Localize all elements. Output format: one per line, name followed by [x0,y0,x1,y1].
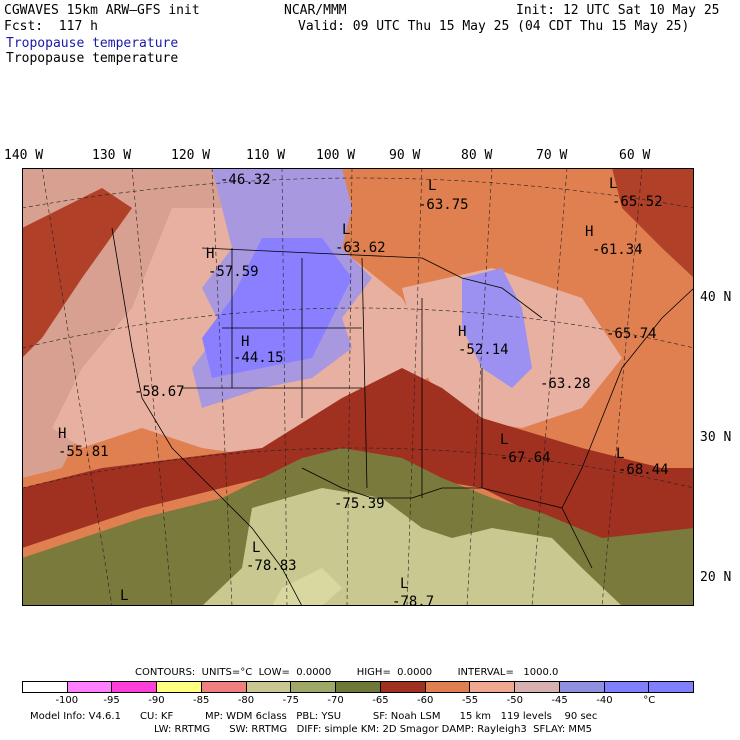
legend-label: -70 [327,695,344,706]
model-info-line2: LW: RRTMG SW: RRTMG DIFF: simple KM: 2D … [154,724,593,735]
legend-label: -55 [461,695,479,706]
legend-swatch [604,682,650,692]
lon-label: 110 W [246,148,286,163]
extremum-label: -75.39 [334,496,385,512]
legend-swatch [67,682,113,692]
legend-label: -90 [148,695,165,706]
boundaries [111,227,694,606]
extremum-label: -46.32 [220,172,271,188]
legend-label: -75 [282,695,299,706]
extremum-label: -63.28 [540,376,591,392]
legend-swatch [470,682,516,692]
legend-label: -85 [193,695,210,706]
legend-label: °C [643,695,656,706]
lon-label: 90 W [389,148,421,163]
extremum-label: -44.15 [233,350,284,366]
legend-label: -65 [372,695,389,706]
legend-swatch [649,682,694,692]
legend-label: -40 [596,695,613,706]
extremum-marker: L [609,176,617,192]
extremum-label: -67.64 [500,450,551,466]
extremum-marker: L [120,588,128,604]
extremum-marker: L [252,540,260,556]
legend-label: -50 [506,695,523,706]
legend-swatch [380,682,426,692]
extremum-label: -63.62 [335,240,386,256]
legend-swatch [425,682,471,692]
lon-label: 100 W [316,148,356,163]
extremum-marker: L [616,446,624,462]
legend-swatch [291,682,337,692]
org-label: NCAR/MMM [284,3,347,18]
graticule [22,168,694,606]
contours-info: CONTOURS: UNITS=°C LOW= 0.0000 HIGH= 0.0… [135,667,559,678]
valid-time: Valid: 09 UTC Thu 15 May 25 (04 CDT Thu … [298,19,690,34]
tropopause-temperature-map: -46.32 L -63.75 L -65.52 H -61.34 L -63.… [22,168,694,606]
extremum-label: -65.52 [612,194,663,210]
extremum-label: -52.14 [458,342,509,358]
forecast-hour: Fcst: 117 h [4,19,98,34]
lon-label: 70 W [536,148,568,163]
field-title-blue: Tropopause temperature [6,36,179,51]
lat-label: 30 N [700,430,732,445]
extremum-label: -78.7 [392,594,434,606]
legend-swatch [559,682,605,692]
extremum-label: -55.81 [58,444,109,460]
legend-swatch [157,682,202,692]
legend-label: -45 [551,695,568,706]
init-time: Init: 12 UTC Sat 10 May 25 [516,3,720,18]
lon-label: 140 W [4,148,44,163]
extremum-label: -65.74 [606,326,657,342]
lon-label: 130 W [92,148,132,163]
legend-swatch [201,682,247,692]
extremum-marker: H [585,224,593,240]
lon-label: 120 W [171,148,211,163]
extremum-marker: L [428,178,436,194]
model-title: CGWAVES 15km ARW–GFS init [4,3,200,18]
legend-label: -80 [237,695,255,706]
legend-label: -60 [417,695,434,706]
legend-swatch [336,682,381,692]
extremum-label: -58.67 [134,384,185,400]
legend-label: -95 [103,695,120,706]
extremum-marker: L [400,576,408,592]
lat-label: 40 N [700,290,732,305]
extremum-label: -61.34 [592,242,643,258]
lon-label: 80 W [461,148,493,163]
extremum-marker: H [58,426,66,442]
model-info-line1: Model Info: V4.6.1 CU: KF MP: WDM 6class… [30,711,598,722]
extremum-label: -68.44 [618,462,669,478]
extremum-marker: H [206,246,214,262]
extremum-marker: H [241,334,249,350]
extremum-label: -78.83 [246,558,297,574]
legend-swatch [23,682,68,692]
legend-swatch [246,682,292,692]
legend-swatch [112,682,158,692]
map-frame [22,168,694,606]
color-legend-bar [22,681,694,693]
legend-swatch [515,682,560,692]
lat-label: 20 N [700,570,732,585]
lon-label: 60 W [619,148,651,163]
extremum-marker: L [500,432,508,448]
field-title-black: Tropopause temperature [6,51,179,66]
extremum-marker: H [458,324,466,340]
extremum-marker: L [342,222,350,238]
extremum-label: -63.75 [418,197,469,213]
extremum-label: -57.59 [208,264,259,280]
legend-label: -100 [55,695,79,706]
